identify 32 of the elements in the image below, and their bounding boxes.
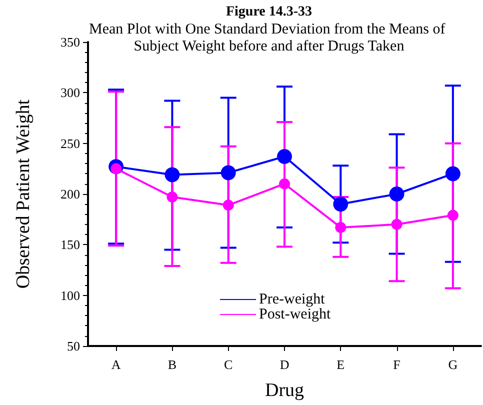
point xyxy=(166,192,178,203)
point xyxy=(279,178,290,190)
point xyxy=(335,222,346,233)
point xyxy=(445,166,460,182)
x-tick-label: A xyxy=(111,357,122,372)
point xyxy=(277,149,292,164)
legend-label: Post-weight xyxy=(259,306,332,322)
x-tick-label: G xyxy=(448,357,458,372)
chart-title: Figure 14.3-33 xyxy=(226,4,312,20)
x-tick-label: B xyxy=(168,357,177,372)
chart-subtitle: Mean Plot with One Standard Deviation from the Means of Subject Weight before and after Drugs Taken xyxy=(89,22,449,54)
point xyxy=(222,200,234,211)
x-tick-label: E xyxy=(336,357,345,372)
y-axis-title: Observed Patient Weight xyxy=(13,98,34,289)
y-tick-label: 350 xyxy=(60,34,80,50)
y-tick-label: 50 xyxy=(67,338,80,354)
x-tick-label: D xyxy=(280,357,290,372)
y-tick-label: 200 xyxy=(60,186,80,202)
y-tick-label: 250 xyxy=(60,136,80,151)
y-tick-label: 300 xyxy=(60,85,80,100)
point xyxy=(391,218,402,230)
point xyxy=(164,167,180,182)
x-tick-label: F xyxy=(393,357,400,372)
point xyxy=(333,196,348,212)
legend-label: Pre-weight xyxy=(259,292,326,308)
point xyxy=(220,165,236,180)
y-tick-label: 100 xyxy=(60,288,80,303)
x-tick-label: C xyxy=(224,357,233,372)
point xyxy=(389,186,404,202)
x-axis-title: Drug xyxy=(264,380,305,401)
point xyxy=(447,210,458,221)
y-tick-label: 150 xyxy=(60,237,80,252)
